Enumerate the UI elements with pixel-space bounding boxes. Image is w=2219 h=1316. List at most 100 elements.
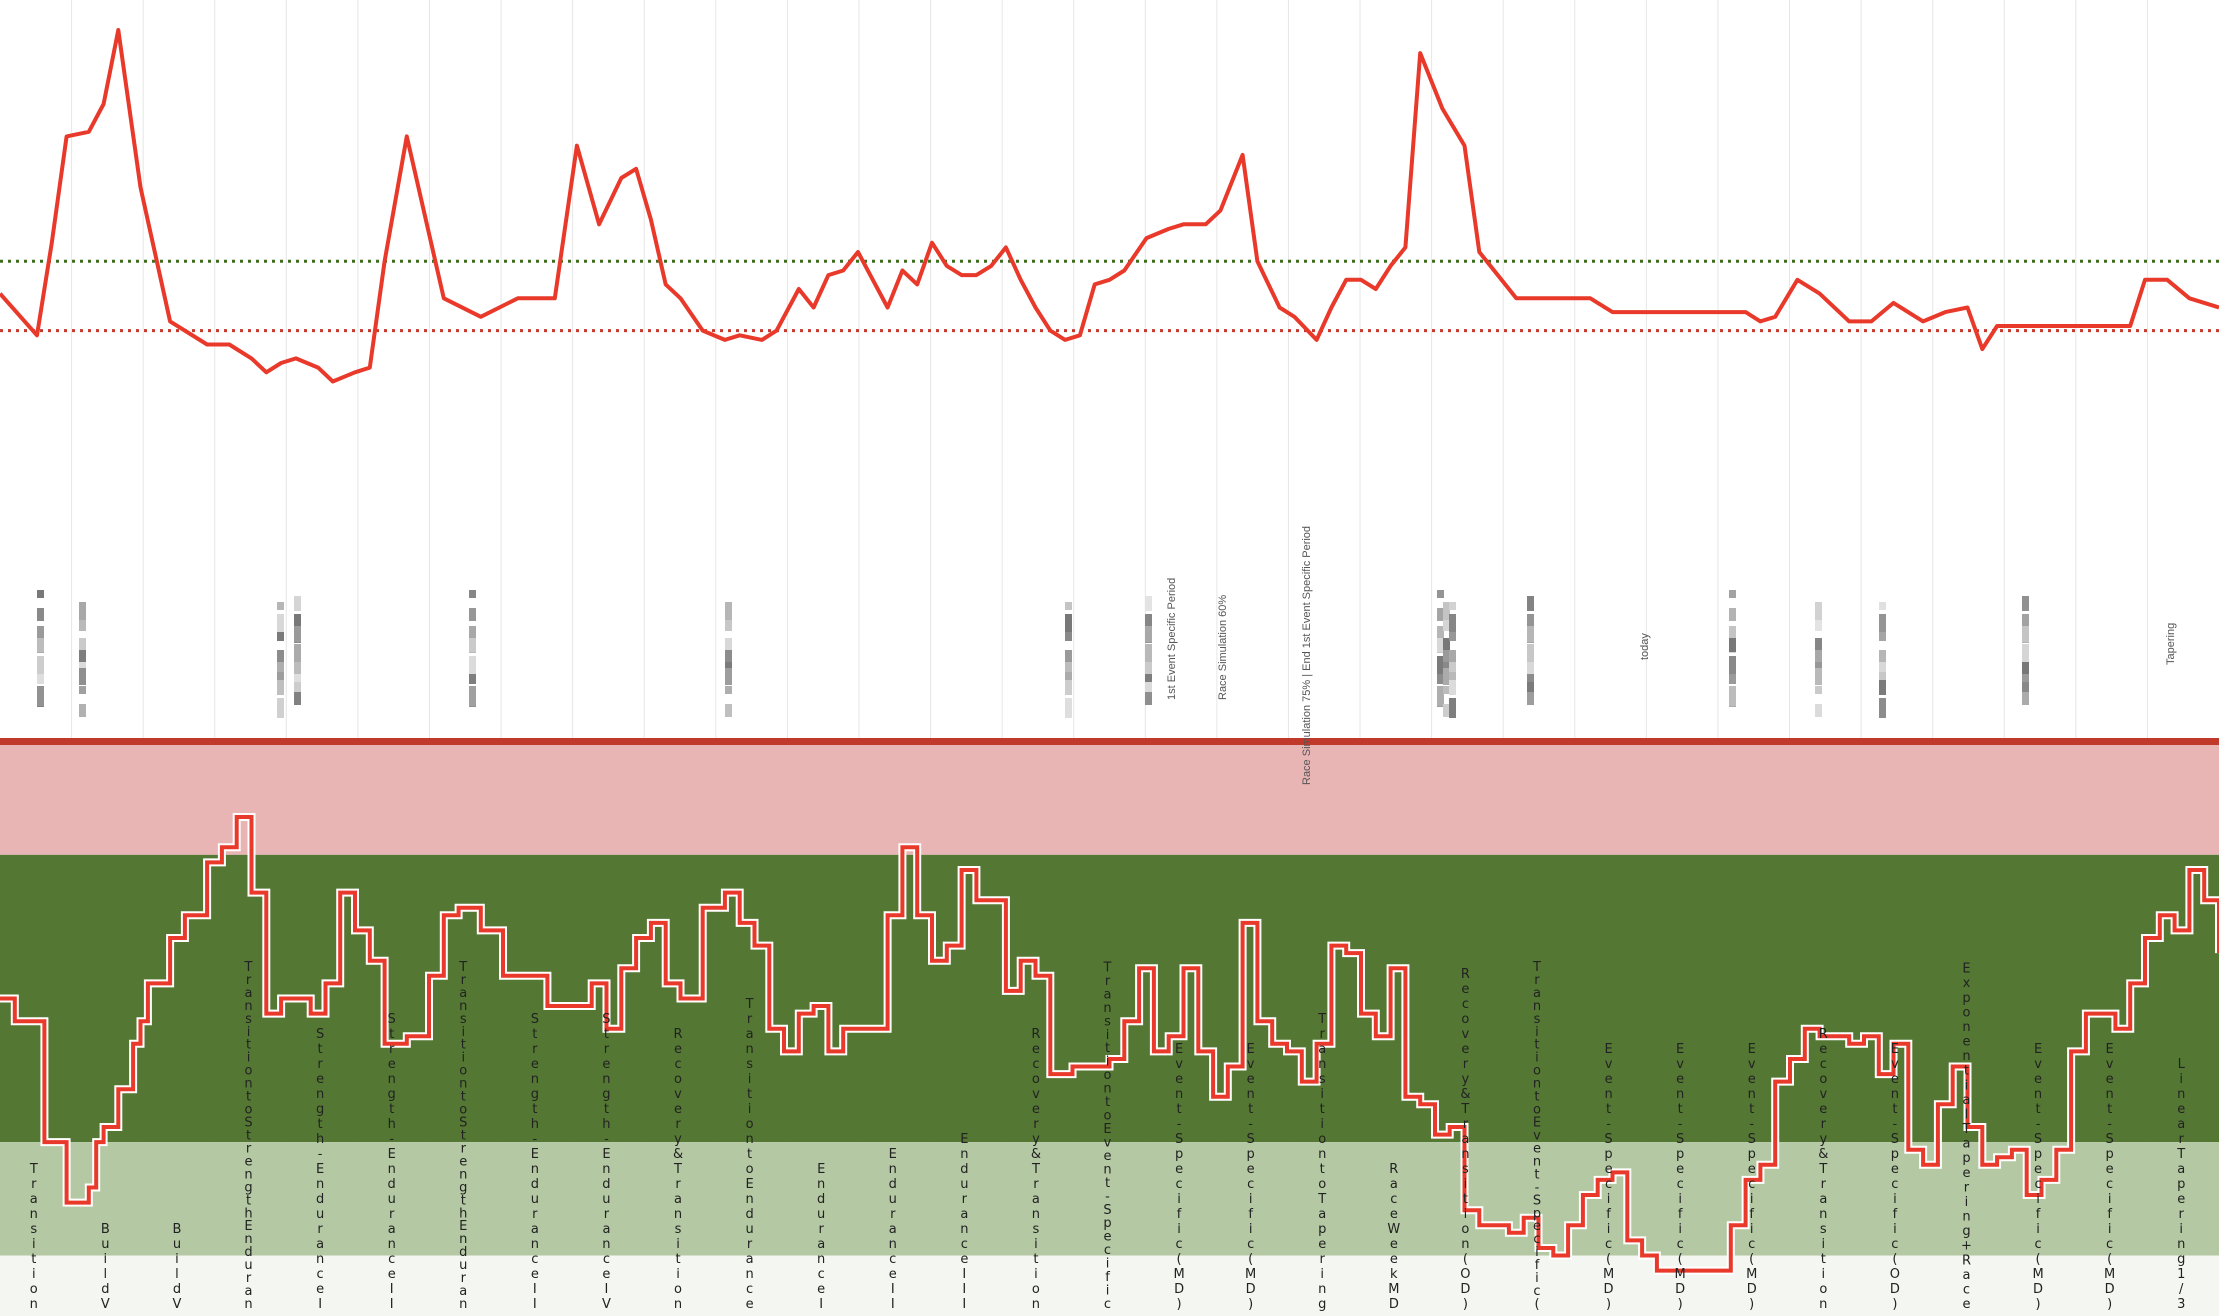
event-tick	[1527, 626, 1534, 642]
event-tick	[37, 590, 44, 598]
event-tick	[1443, 656, 1450, 677]
event-tick	[79, 656, 86, 677]
event-tick	[2022, 614, 2029, 634]
event-tick	[1815, 704, 1822, 717]
event-tick	[1729, 626, 1736, 644]
event-tick	[1145, 674, 1152, 682]
event-tick	[79, 704, 86, 717]
event-tick	[1443, 650, 1450, 662]
bottom-series-line	[0, 815, 2219, 1273]
event-label: Race Simulation 60%	[1217, 595, 1229, 700]
event-tick	[725, 602, 732, 622]
event-tick	[1449, 614, 1456, 632]
event-tick	[294, 626, 301, 642]
event-tick	[1815, 656, 1822, 677]
event-tick	[1879, 614, 1886, 632]
event-tick-marks	[37, 590, 2029, 718]
event-tick	[277, 698, 284, 718]
event-tick	[1449, 650, 1456, 664]
event-tick	[1449, 632, 1456, 641]
event-tick	[37, 686, 44, 706]
reference-lines	[0, 259, 2219, 333]
event-tick	[1065, 668, 1072, 687]
event-tick	[1443, 668, 1450, 685]
event-tick	[1815, 686, 1822, 694]
event-tick	[294, 596, 301, 611]
event-tick	[1443, 602, 1450, 622]
event-labels: 1st Event Specific Period Race Simulation…	[1166, 526, 2177, 785]
event-tick	[469, 638, 476, 652]
event-tick	[2022, 692, 2029, 705]
event-tick	[1437, 674, 1444, 684]
event-tick	[469, 626, 476, 644]
event-tick	[1145, 614, 1152, 634]
band-base	[0, 1255, 2219, 1316]
event-tick	[1879, 632, 1886, 641]
event-tick	[294, 662, 301, 674]
event-tick	[294, 614, 301, 634]
event-tick	[277, 632, 284, 641]
event-tick	[1437, 608, 1444, 621]
event-tick	[1065, 662, 1072, 672]
event-tick	[1879, 698, 1886, 718]
event-tick	[725, 650, 732, 662]
event-tick	[1815, 650, 1822, 662]
event-tick	[2022, 680, 2029, 697]
event-label: Race Simulation 75% | End 1st Event Spec…	[1301, 526, 1313, 785]
event-tick	[294, 692, 301, 705]
event-tick	[1527, 692, 1534, 705]
event-tick	[1145, 644, 1152, 665]
event-tick	[1879, 602, 1886, 610]
event-tick	[1527, 614, 1534, 634]
top-series-line	[0, 28, 2219, 384]
event-tick	[725, 620, 732, 631]
series-lines	[0, 28, 2219, 1275]
event-tick	[79, 638, 86, 654]
event-tick	[1527, 596, 1534, 611]
event-tick	[469, 674, 476, 684]
event-tick	[1815, 602, 1822, 622]
event-tick	[469, 686, 476, 706]
event-tick	[37, 674, 44, 684]
event-tick	[1437, 656, 1444, 675]
event-tick	[277, 602, 284, 610]
event-tick	[725, 668, 732, 685]
event-tick	[277, 650, 284, 664]
event-label: today	[1639, 633, 1651, 660]
event-tick	[1065, 680, 1072, 695]
event-tick	[725, 656, 732, 677]
event-tick	[1145, 626, 1152, 642]
event-tick	[1879, 668, 1886, 687]
event-tick	[1443, 704, 1450, 717]
event-tick	[1449, 602, 1456, 610]
event-tick	[1527, 644, 1534, 665]
event-tick	[294, 680, 301, 697]
event-tick	[469, 590, 476, 598]
event-tick	[1145, 680, 1152, 697]
event-tick	[1879, 662, 1886, 672]
event-tick	[725, 638, 732, 654]
event-tick	[1443, 620, 1450, 631]
event-tick	[2022, 644, 2029, 665]
event-tick	[1065, 614, 1072, 632]
event-tick	[79, 668, 86, 685]
event-tick	[1729, 638, 1736, 652]
event-tick	[79, 650, 86, 662]
intensity-bands	[0, 737, 2219, 1316]
event-tick	[277, 614, 284, 632]
event-tick	[37, 638, 44, 652]
